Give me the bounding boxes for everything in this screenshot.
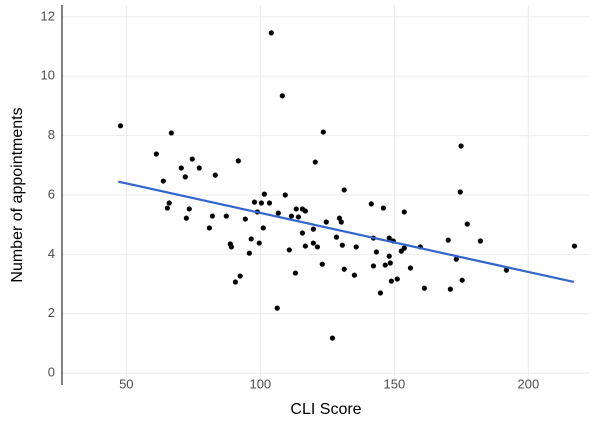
point (370, 263, 377, 269)
point (319, 261, 325, 267)
point (341, 187, 347, 193)
point (209, 213, 215, 219)
y-tick-label: 4 (48, 246, 55, 261)
point (382, 262, 388, 268)
point (117, 123, 124, 129)
point (351, 272, 358, 278)
point (380, 205, 386, 211)
point (445, 237, 451, 243)
point (302, 208, 308, 214)
point (212, 172, 218, 178)
point (302, 243, 308, 249)
point (286, 247, 292, 253)
point (459, 277, 465, 283)
point (295, 214, 301, 220)
point (223, 213, 229, 219)
point (299, 230, 306, 236)
point (251, 199, 258, 205)
point (246, 250, 252, 256)
point (279, 93, 285, 99)
point (206, 225, 213, 231)
point (407, 265, 414, 271)
y-axis-title: Number of appointments (9, 107, 26, 282)
point (183, 215, 189, 221)
point (320, 129, 326, 135)
point (196, 165, 202, 171)
point (166, 200, 172, 206)
point (153, 151, 159, 157)
point (398, 248, 404, 254)
point (293, 206, 299, 212)
point (368, 201, 374, 207)
point (186, 206, 192, 212)
point (275, 210, 281, 216)
point (310, 226, 317, 232)
point (323, 219, 329, 225)
y-tick-label: 10 (41, 68, 55, 83)
point (242, 216, 248, 222)
point (314, 244, 321, 250)
point (235, 158, 241, 164)
point (228, 244, 234, 250)
y-tick-label: 6 (48, 186, 55, 201)
x-tick-label: 150 (383, 376, 405, 391)
point (387, 260, 393, 266)
point (421, 285, 427, 291)
point (248, 236, 254, 242)
y-tick-label: 8 (48, 127, 55, 142)
point (329, 335, 336, 341)
point (168, 130, 174, 136)
x-tick-label: 100 (249, 376, 271, 391)
point (338, 219, 344, 225)
point (341, 266, 347, 272)
point (336, 215, 343, 221)
x-tick-label: 50 (119, 376, 133, 391)
point (464, 221, 470, 227)
point (447, 286, 453, 292)
x-axis-title: CLI Score (290, 401, 361, 418)
point (377, 290, 384, 296)
y-tick-label: 12 (41, 8, 55, 23)
point (394, 276, 400, 282)
point (353, 244, 359, 250)
point (386, 253, 392, 259)
point (503, 267, 509, 273)
point (266, 200, 273, 206)
point (178, 165, 184, 171)
point (160, 178, 166, 184)
point (282, 192, 288, 198)
point (477, 238, 483, 244)
point (268, 30, 274, 36)
point (388, 278, 394, 284)
y-tick-label: 2 (48, 305, 55, 320)
point (232, 279, 239, 285)
point (386, 235, 392, 241)
point (310, 240, 317, 246)
point (288, 213, 295, 219)
point (453, 256, 459, 262)
point (189, 156, 195, 162)
point (274, 305, 280, 311)
point (333, 234, 340, 240)
point (237, 273, 243, 279)
trend-line (118, 180, 575, 284)
y-tick-label: 0 (48, 365, 55, 380)
point (258, 200, 265, 206)
point (458, 143, 464, 149)
point (256, 240, 262, 246)
point (164, 205, 170, 211)
point (260, 225, 266, 231)
point (571, 243, 578, 249)
x-tick-label: 200 (518, 376, 540, 391)
point (292, 270, 299, 276)
point (373, 249, 379, 255)
point (339, 242, 345, 248)
point (182, 174, 188, 180)
point (457, 189, 463, 195)
point (261, 191, 267, 197)
point (401, 209, 407, 215)
point (312, 159, 318, 165)
